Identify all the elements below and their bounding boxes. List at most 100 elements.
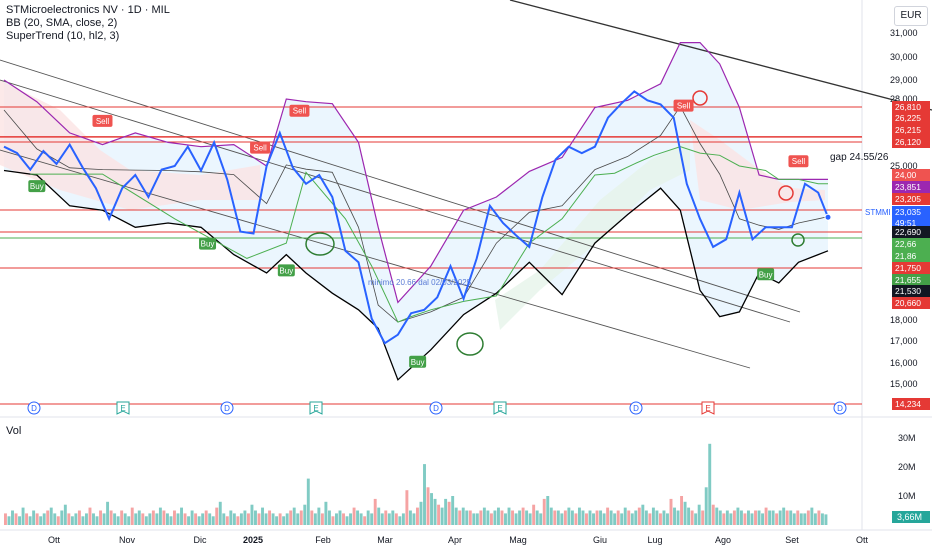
indicator-supertrend[interactable]: SuperTrend (10, hl2, 3)	[6, 30, 120, 42]
trend-line	[509, 0, 932, 111]
volume-bar	[609, 510, 613, 525]
volume-bar	[694, 513, 698, 525]
volume-bar	[264, 513, 268, 525]
volume-bar	[479, 510, 483, 525]
volume-bar	[412, 513, 416, 525]
volume-bar	[486, 510, 490, 525]
price-label-tag: 21,86	[892, 250, 930, 262]
supertrend-line	[30, 146, 828, 323]
price-label-tag: 21,655	[892, 274, 930, 286]
price-axis-tick: 18,000	[890, 315, 918, 325]
volume-bar	[813, 513, 817, 525]
volume-bar	[306, 478, 310, 525]
price-label-text: 21,86	[895, 251, 917, 261]
volume-bar	[532, 504, 536, 525]
volume-bar	[778, 510, 782, 525]
volume-bar	[535, 510, 539, 525]
bb-lower-line	[3, 169, 829, 381]
sell-marker: Sell	[788, 155, 809, 168]
volume-bar	[84, 513, 88, 525]
volume-bar	[570, 510, 574, 525]
volume-bar	[401, 513, 405, 525]
volume-bar	[732, 510, 736, 525]
volume-bar	[176, 513, 180, 525]
volume-bar	[518, 510, 522, 525]
earnings-event-shape	[701, 401, 715, 415]
volume-bar	[430, 493, 434, 525]
volume-bar	[387, 513, 391, 525]
volume-bar	[246, 513, 250, 525]
time-axis-label: Nov	[119, 535, 136, 545]
volume-bar	[715, 507, 719, 525]
volume-bar	[53, 513, 57, 525]
price-label-tag: 21,750	[892, 262, 930, 274]
volume-bar	[690, 510, 694, 525]
time-axis-label: Dic	[194, 535, 207, 545]
time-axis-label: Mag	[509, 535, 527, 545]
volume-bar	[775, 513, 779, 525]
price-label-box	[892, 398, 930, 410]
indicator-bb[interactable]: BB (20, SMA, close, 2)	[6, 17, 118, 29]
volume-bar	[331, 516, 335, 525]
volume-bar	[254, 510, 257, 525]
volume-bar	[377, 507, 381, 525]
price-label-text: 24,00	[895, 170, 917, 180]
time-axis-label: Lug	[647, 535, 662, 545]
dividend-event-icon: D	[27, 401, 41, 415]
volume-bar	[271, 513, 275, 525]
volume-bar	[324, 501, 328, 525]
volume-bar	[14, 513, 18, 525]
volume-bar	[697, 504, 701, 525]
volume-bar	[127, 516, 131, 525]
volume-bar	[173, 510, 176, 525]
volume-bar	[11, 510, 14, 525]
price-label-box	[892, 124, 930, 136]
volume-bar	[299, 510, 303, 525]
volume-bar	[278, 513, 282, 525]
buy-marker-box	[277, 264, 295, 277]
volume-bar	[158, 507, 162, 525]
volume-bar	[810, 507, 814, 525]
price-label-text: 22,690	[895, 227, 921, 237]
volume-bar	[725, 510, 729, 525]
currency-button[interactable]: EUR	[894, 6, 928, 26]
time-axis-label: Set	[785, 535, 799, 545]
price-label-text: 22,66	[895, 239, 917, 249]
volume-last-box	[892, 511, 930, 523]
volume-bar	[42, 513, 46, 525]
price-label-box	[892, 226, 930, 238]
price-label-tag: 20,660	[892, 297, 930, 309]
symbol-title[interactable]: STMicroelectronics NV · 1D · MIL	[6, 4, 170, 16]
event-label: E	[705, 404, 710, 413]
volume-bar	[275, 516, 279, 525]
annotation-text: gap 24.55/26	[830, 152, 889, 163]
price-line	[3, 90, 829, 345]
volume-bar	[451, 496, 455, 525]
price-label-tag: 26,810	[892, 101, 930, 113]
volume-bar	[806, 510, 810, 525]
volume-bar	[743, 513, 747, 525]
volume-bar	[113, 513, 117, 525]
price-axis-tick: 29,000	[890, 75, 918, 85]
sell-marker-box	[289, 104, 310, 117]
event-label: E	[120, 404, 125, 413]
highlight-circle	[305, 232, 335, 256]
volume-pane-label[interactable]: Vol	[6, 425, 22, 437]
volume-bar	[701, 510, 705, 525]
volume-bar	[500, 510, 504, 525]
time-axis-label: Ott	[48, 535, 61, 545]
dividend-event-shape	[629, 401, 643, 415]
volume-bar	[169, 516, 173, 525]
dividend-event-icon: D	[629, 401, 643, 415]
volume-bar	[585, 513, 588, 525]
volume-bar	[539, 513, 543, 525]
volume-bar	[151, 510, 155, 525]
volume-bar	[4, 513, 7, 525]
volume-bar	[310, 510, 314, 525]
volume-bar	[120, 510, 124, 525]
sell-marker: Sell	[289, 104, 310, 117]
volume-bar	[560, 513, 564, 525]
price-label-text: 26,225	[895, 113, 921, 123]
